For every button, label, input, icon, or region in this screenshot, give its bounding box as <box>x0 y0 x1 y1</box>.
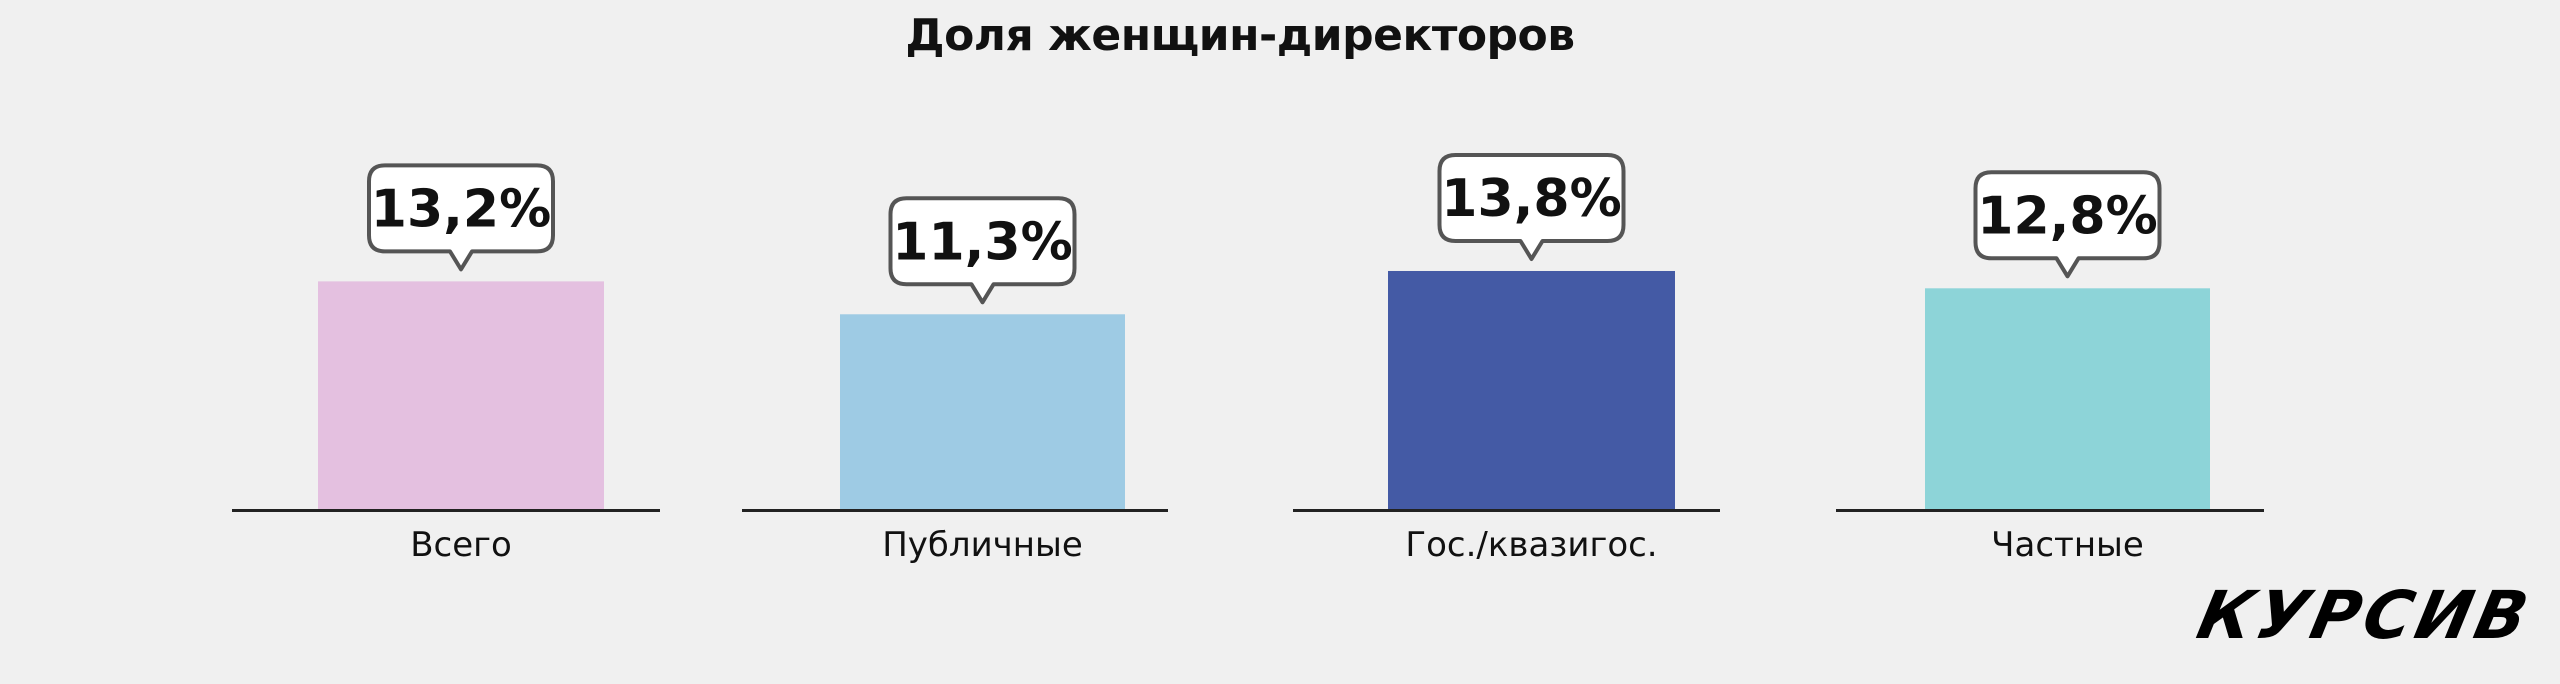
category-label: Всего <box>410 525 512 565</box>
value-callout <box>1437 152 1626 261</box>
bar-group: Гос./квазигос. 13,8% <box>1293 152 1720 565</box>
bar <box>1925 288 2210 510</box>
value-label: 13,2% <box>371 179 551 239</box>
chart-title: Доля женщин-директоров <box>905 10 1575 61</box>
value-callout <box>367 163 555 272</box>
bar-group: Публичные 11,3% <box>742 196 1168 565</box>
category-label: Публичные <box>882 525 1083 565</box>
bar <box>840 314 1125 510</box>
category-label: Гос./квазигос. <box>1405 525 1657 565</box>
bar-group: Частные 12,8% <box>1836 170 2264 565</box>
bar-group: Всего 13,2% <box>232 163 660 565</box>
value-label: 12,8% <box>1977 186 2157 246</box>
bars-layer: Всего 13,2% Публичные 11,3% Гос./квазигос. 13… <box>232 152 2264 565</box>
bar <box>1388 270 1675 510</box>
category-label: Частные <box>1991 525 2144 565</box>
bar <box>318 281 604 510</box>
value-callout <box>1973 170 2162 279</box>
value-label: 13,8% <box>1441 169 1621 229</box>
value-label: 11,3% <box>892 212 1072 272</box>
brand-logo: КУРСИВ <box>2190 577 2539 654</box>
value-callout <box>888 196 1077 305</box>
